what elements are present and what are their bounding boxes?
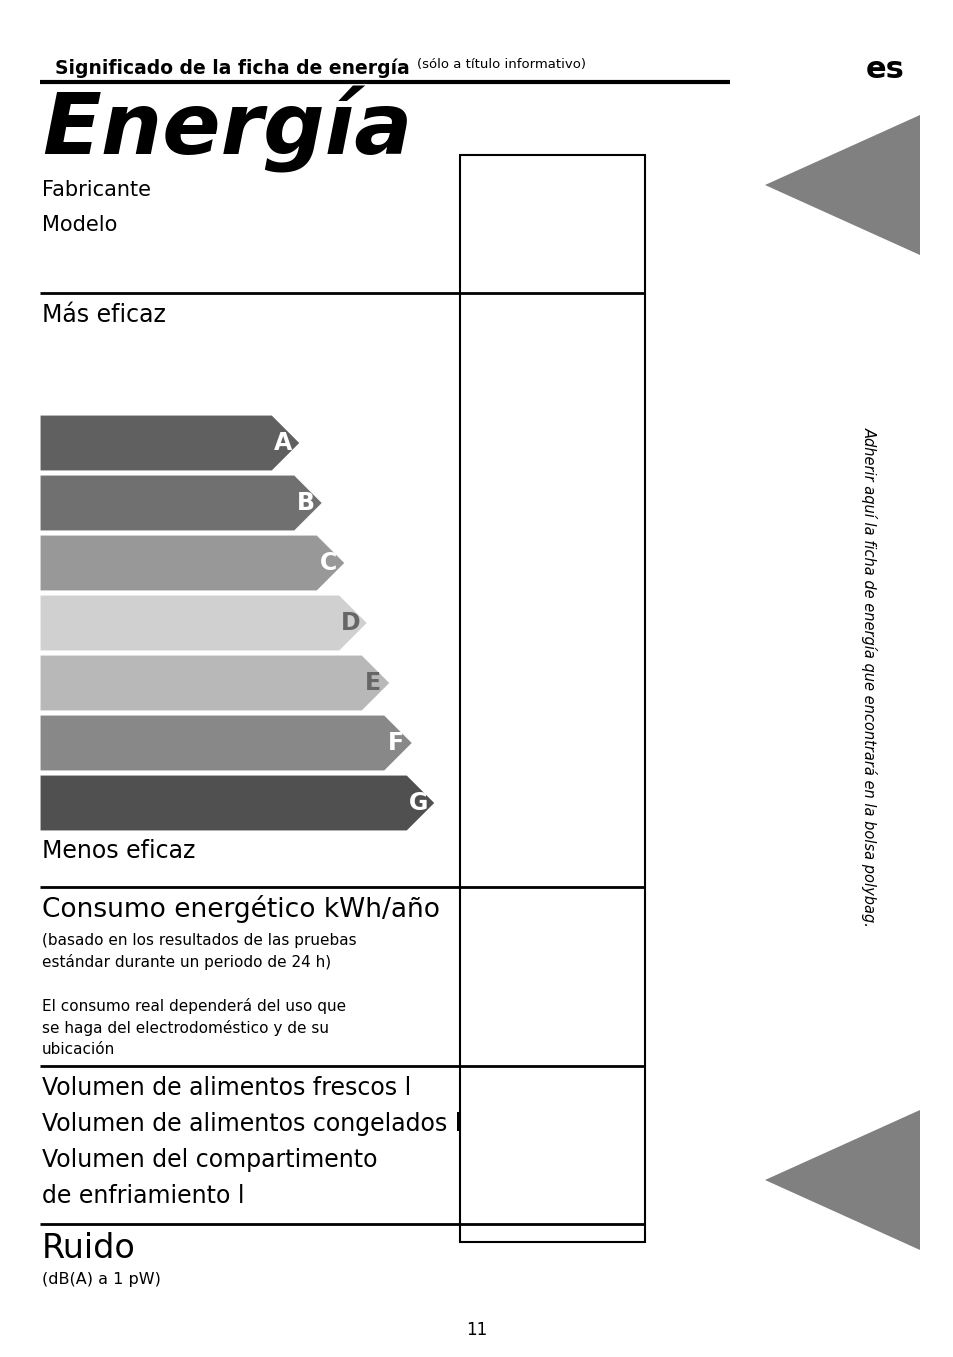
Text: Volumen del compartimento: Volumen del compartimento xyxy=(42,1148,377,1172)
Polygon shape xyxy=(764,115,919,255)
Text: G: G xyxy=(408,791,428,816)
Text: E: E xyxy=(365,670,381,695)
Text: Volumen de alimentos congelados l: Volumen de alimentos congelados l xyxy=(42,1111,461,1136)
Text: Energía: Energía xyxy=(42,85,412,172)
Text: Menos eficaz: Menos eficaz xyxy=(42,839,195,863)
Text: Volumen de alimentos frescos l: Volumen de alimentos frescos l xyxy=(42,1076,411,1101)
Polygon shape xyxy=(40,535,345,592)
Text: Adherir aquí la ficha de energía que encontrará en la bolsa polybag.: Adherir aquí la ficha de energía que enc… xyxy=(862,427,877,927)
Text: (basado en los resultados de las pruebas
estándar durante un periodo de 24 h): (basado en los resultados de las pruebas… xyxy=(42,934,356,970)
Text: Más eficaz: Más eficaz xyxy=(42,303,166,327)
Polygon shape xyxy=(40,415,299,471)
Polygon shape xyxy=(40,594,367,651)
Polygon shape xyxy=(40,775,435,830)
Text: (dB(A) a 1 pW): (dB(A) a 1 pW) xyxy=(42,1272,161,1286)
Text: Consumo energético kWh/año: Consumo energético kWh/año xyxy=(42,896,439,923)
Text: C: C xyxy=(319,551,336,575)
Text: de enfriamiento l: de enfriamiento l xyxy=(42,1185,244,1208)
Text: Ruido: Ruido xyxy=(42,1232,135,1265)
Text: Fabricante: Fabricante xyxy=(42,180,151,199)
Polygon shape xyxy=(40,655,390,711)
Polygon shape xyxy=(40,715,412,771)
Text: es: es xyxy=(865,56,904,84)
Text: 11: 11 xyxy=(466,1320,487,1339)
Text: D: D xyxy=(340,611,360,635)
Text: El consumo real dependerá del uso que
se haga del electrodoméstico y de su
ubica: El consumo real dependerá del uso que se… xyxy=(42,997,346,1057)
Text: F: F xyxy=(387,731,403,754)
Text: (sólo a título informativo): (sólo a título informativo) xyxy=(416,58,585,71)
Bar xyxy=(459,155,644,1242)
Text: A: A xyxy=(274,432,292,455)
Polygon shape xyxy=(764,1110,919,1250)
Text: Modelo: Modelo xyxy=(42,214,117,235)
Text: Significado de la ficha de energía: Significado de la ficha de energía xyxy=(55,58,410,77)
Text: B: B xyxy=(296,491,314,516)
Polygon shape xyxy=(40,475,322,531)
